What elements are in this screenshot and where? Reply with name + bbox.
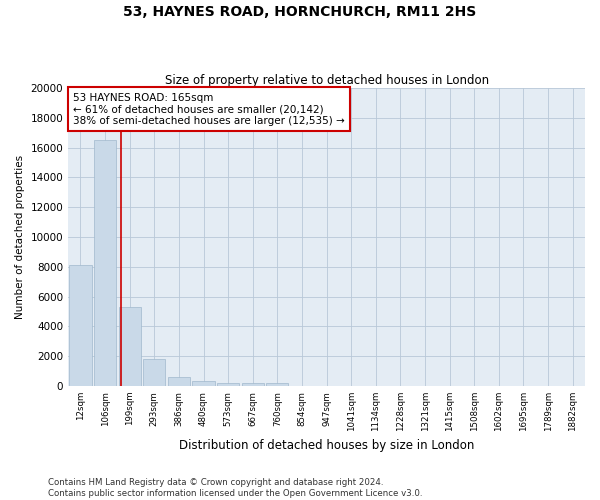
Bar [119,307,141,386]
Text: 53 HAYNES ROAD: 165sqm
← 61% of detached houses are smaller (20,142)
38% of semi: 53 HAYNES ROAD: 165sqm ← 61% of detached… [73,92,345,126]
Text: 53, HAYNES ROAD, HORNCHURCH, RM11 2HS: 53, HAYNES ROAD, HORNCHURCH, RM11 2HS [124,5,476,19]
Bar [193,381,215,386]
Bar [242,384,264,386]
Bar [217,382,239,386]
Text: Contains HM Land Registry data © Crown copyright and database right 2024.
Contai: Contains HM Land Registry data © Crown c… [48,478,422,498]
Bar [266,383,289,386]
Bar [143,359,166,386]
Bar [168,377,190,386]
Bar [70,266,92,386]
X-axis label: Distribution of detached houses by size in London: Distribution of detached houses by size … [179,440,474,452]
Y-axis label: Number of detached properties: Number of detached properties [15,155,25,319]
Bar [94,140,116,386]
Title: Size of property relative to detached houses in London: Size of property relative to detached ho… [164,74,488,87]
